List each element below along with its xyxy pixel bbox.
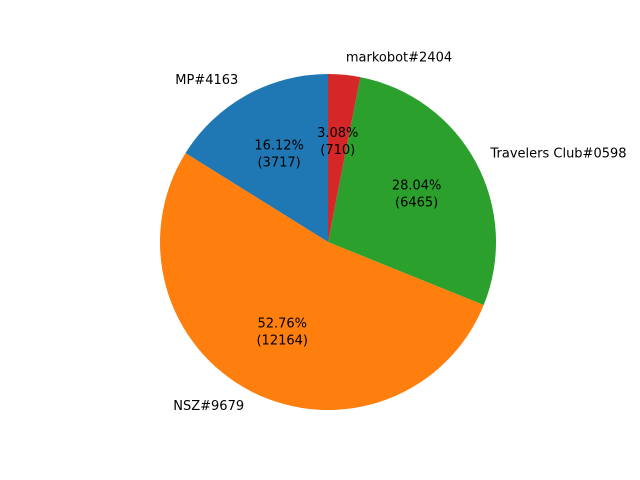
slice-value-mp-4163: (3717): [257, 155, 300, 170]
pie-slice-travelers-club-0598: [328, 77, 497, 306]
slice-value-travelers-club-0598: (6465): [395, 195, 438, 210]
slice-percent-nsz-9679: 52.76%: [257, 316, 307, 331]
pie-slice-mp-4163: [185, 74, 328, 242]
slice-label-travelers-club-0598: Travelers Club#0598: [489, 146, 626, 161]
slice-label-nsz-9679: NSZ#9679: [173, 399, 244, 414]
slice-value-nsz-9679: (12164): [256, 333, 308, 348]
slice-label-markobot-2404: markobot#2404: [346, 51, 452, 66]
slice-percent-markobot-2404: 3.08%: [317, 126, 358, 141]
slice-value-markobot-2404: (710): [320, 143, 355, 158]
labels-layer: MP#4163 16.12% (3717) NSZ#9679 52.76% (12164)…: [173, 51, 626, 415]
pie-slice-nsz-9679: [160, 153, 484, 410]
slice-percent-mp-4163: 16.12%: [254, 138, 304, 153]
pie-slice-markobot-2404: [328, 74, 361, 242]
slices-layer: [160, 74, 497, 410]
slice-label-mp-4163: MP#4163: [175, 73, 238, 88]
slice-percent-travelers-club-0598: 28.04%: [392, 178, 442, 193]
